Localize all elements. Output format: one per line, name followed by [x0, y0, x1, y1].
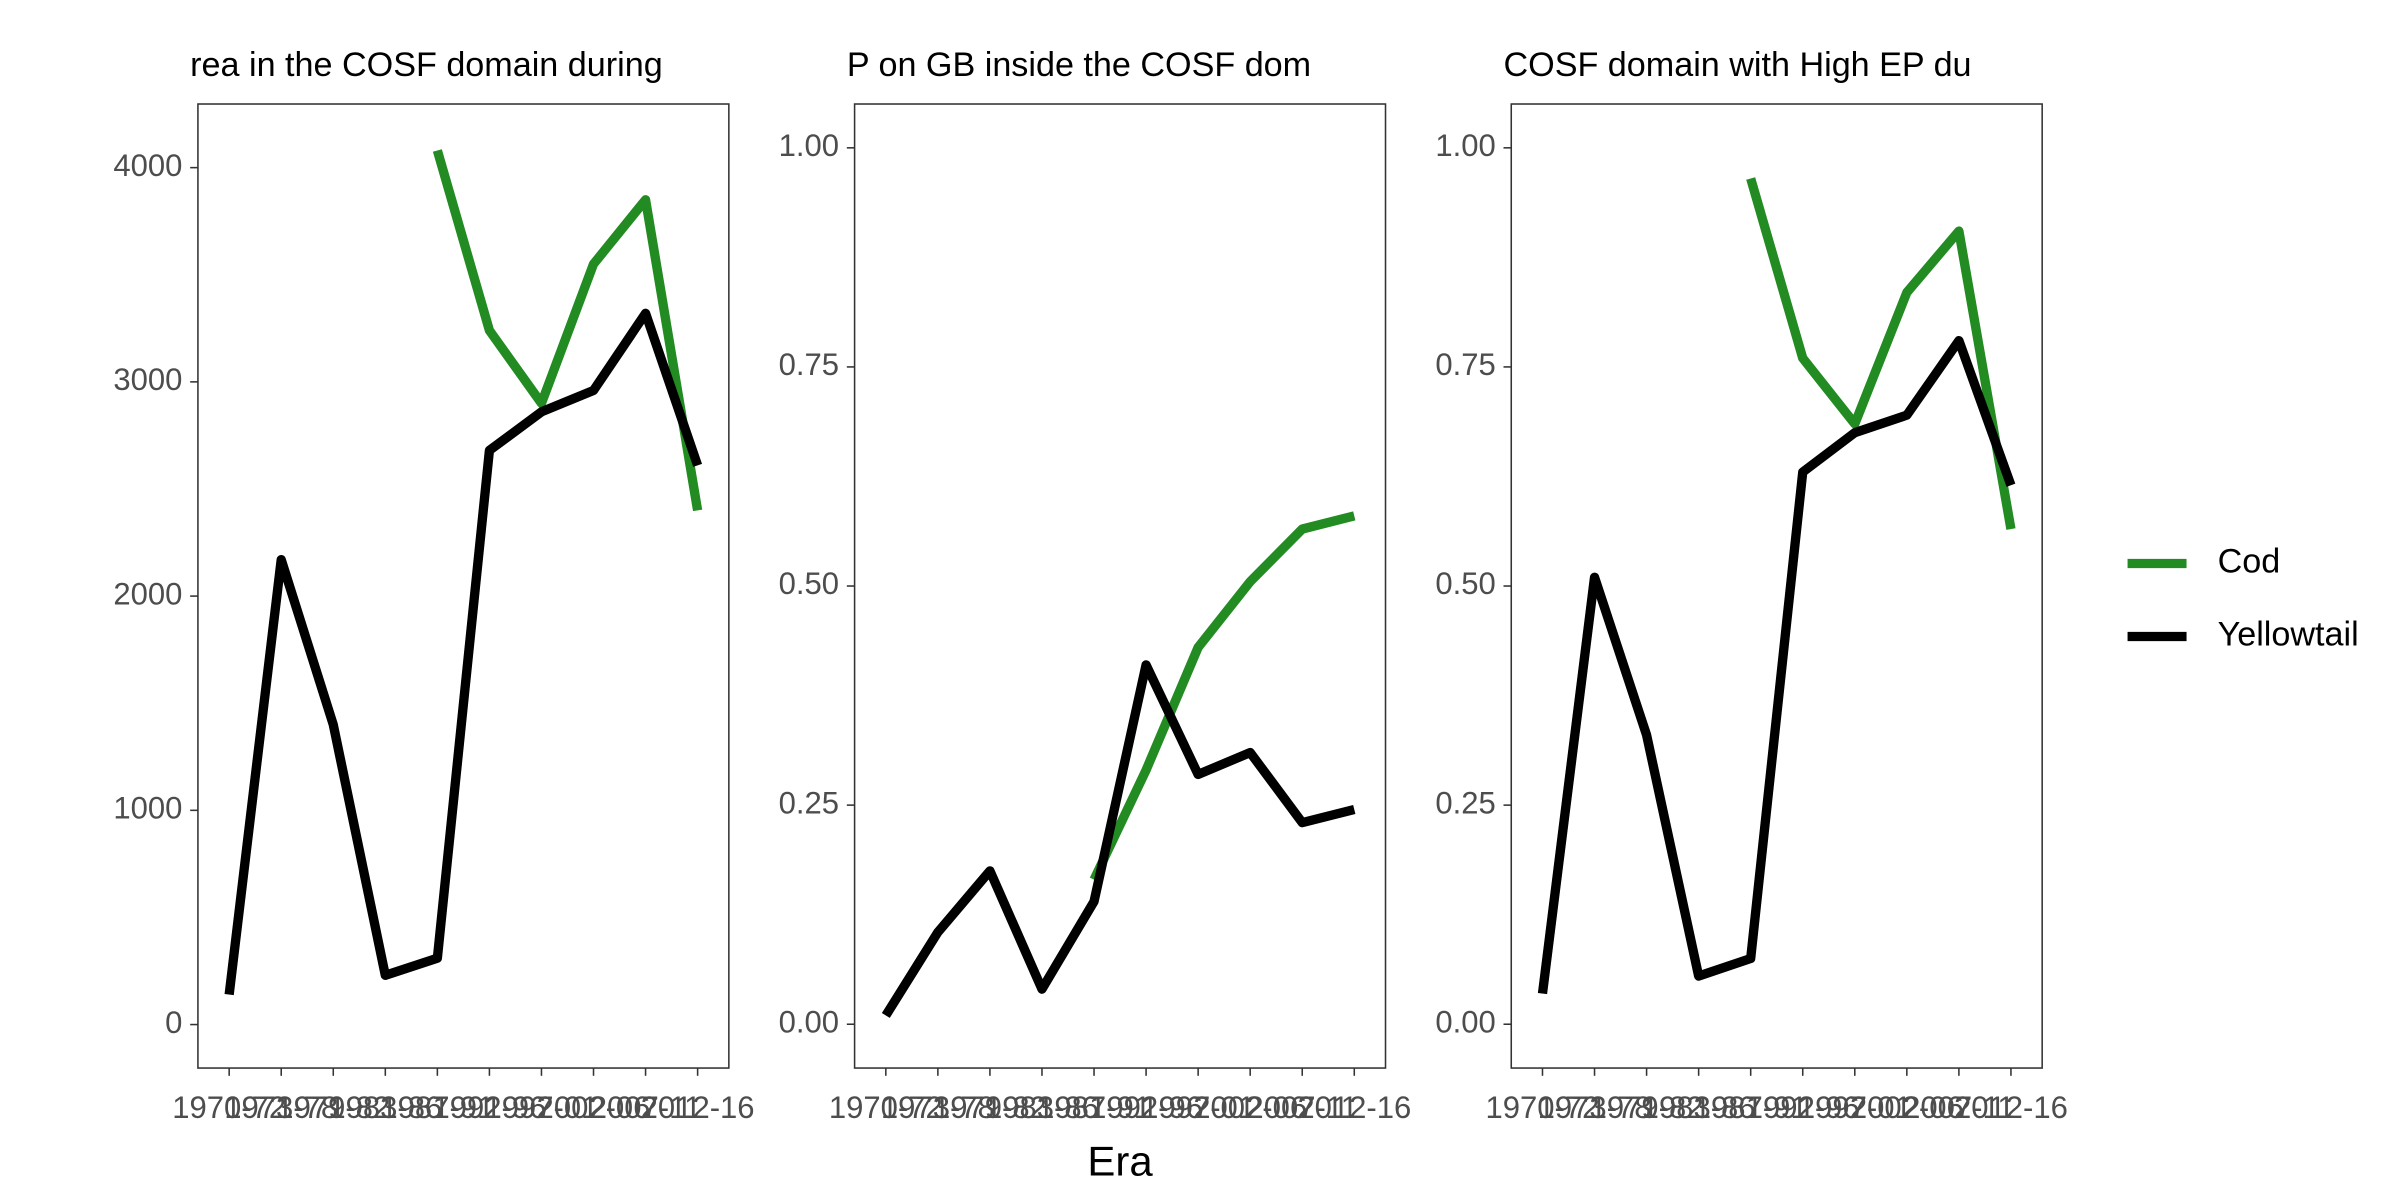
y-tick-label: 3000: [113, 362, 182, 397]
y-tick-label: 0.75: [779, 347, 839, 382]
x-tick-label: 2002-06: [1193, 1090, 1307, 1125]
series-line: [224, 308, 703, 996]
x-tick-label: 1997-01: [1141, 1090, 1255, 1125]
panel-title: P on GB inside the COSF dom: [847, 46, 1311, 84]
legend-label: Yellowtail: [2218, 615, 2359, 653]
x-tick-label: 1970-72: [172, 1090, 286, 1125]
y-tick-label: 0.50: [1435, 566, 1495, 601]
x-tick-label: 1973-78: [881, 1090, 995, 1125]
x-tick-label: 2007-11: [1903, 1090, 2015, 1125]
y-tick-label: 0: [165, 1005, 182, 1040]
x-tick-label: 1987-91: [1694, 1090, 1808, 1125]
series-line: [881, 660, 1356, 1018]
panel-border: [197, 103, 730, 1069]
x-tick-label: 2007-11: [590, 1090, 702, 1125]
x-tick-label: 1992-96: [1746, 1090, 1860, 1125]
y-tick-label: 0.00: [779, 1004, 839, 1039]
x-tick-label: 1979-82: [276, 1090, 390, 1125]
x-tick-label: 1970-72: [1486, 1090, 1600, 1125]
x-tick-label: 1973-78: [1538, 1090, 1652, 1125]
x-tick-label: 1987-91: [380, 1090, 494, 1125]
x-tick-label: 2007-11: [1246, 1090, 1358, 1125]
x-tick-label: 1983-86: [1642, 1090, 1756, 1125]
x-tick-label: 2012-16: [1297, 1090, 1411, 1125]
y-tick-label: 0.25: [779, 785, 839, 820]
y-tick-label: 1.00: [779, 128, 839, 163]
x-axis-label: Era: [1087, 1137, 1153, 1184]
series-line: [1746, 177, 2016, 530]
y-tick-label: 0.75: [1435, 347, 1495, 382]
x-tick-label: 2002-06: [1850, 1090, 1964, 1125]
x-tick-label: 1973-78: [224, 1090, 338, 1125]
x-tick-label: 1979-82: [933, 1090, 1047, 1125]
y-tick-label: 2000: [113, 576, 182, 611]
x-tick-label: 1983-86: [985, 1090, 1099, 1125]
panel-title: rea in the COSF domain during: [190, 46, 663, 84]
y-tick-label: 0.00: [1435, 1004, 1495, 1039]
panel-title: COSF domain with High EP du: [1503, 46, 1971, 84]
x-tick-label: 1992-96: [1089, 1090, 1203, 1125]
x-tick-label: 2012-16: [641, 1090, 755, 1125]
x-tick-label: 1997-01: [485, 1090, 599, 1125]
series-line: [432, 149, 703, 512]
series-line: [1537, 335, 2016, 995]
y-tick-label: 0.50: [779, 566, 839, 601]
y-tick-label: 1.00: [1435, 128, 1495, 163]
x-tick-label: 1983-86: [328, 1090, 442, 1125]
x-tick-label: 2002-06: [537, 1090, 651, 1125]
legend-label: Cod: [2218, 543, 2281, 581]
y-tick-label: 0.25: [1435, 785, 1495, 820]
x-tick-label: 1979-82: [1590, 1090, 1704, 1125]
x-tick-label: 1997-01: [1798, 1090, 1912, 1125]
y-tick-label: 4000: [113, 148, 182, 183]
x-tick-label: 1992-96: [432, 1090, 546, 1125]
x-tick-label: 2012-16: [1954, 1090, 2068, 1125]
series-line: [1089, 511, 1356, 882]
x-tick-label: 1987-91: [1037, 1090, 1151, 1125]
x-tick-label: 1970-72: [829, 1090, 943, 1125]
y-tick-label: 1000: [113, 791, 182, 826]
panel-border: [853, 103, 1387, 1069]
